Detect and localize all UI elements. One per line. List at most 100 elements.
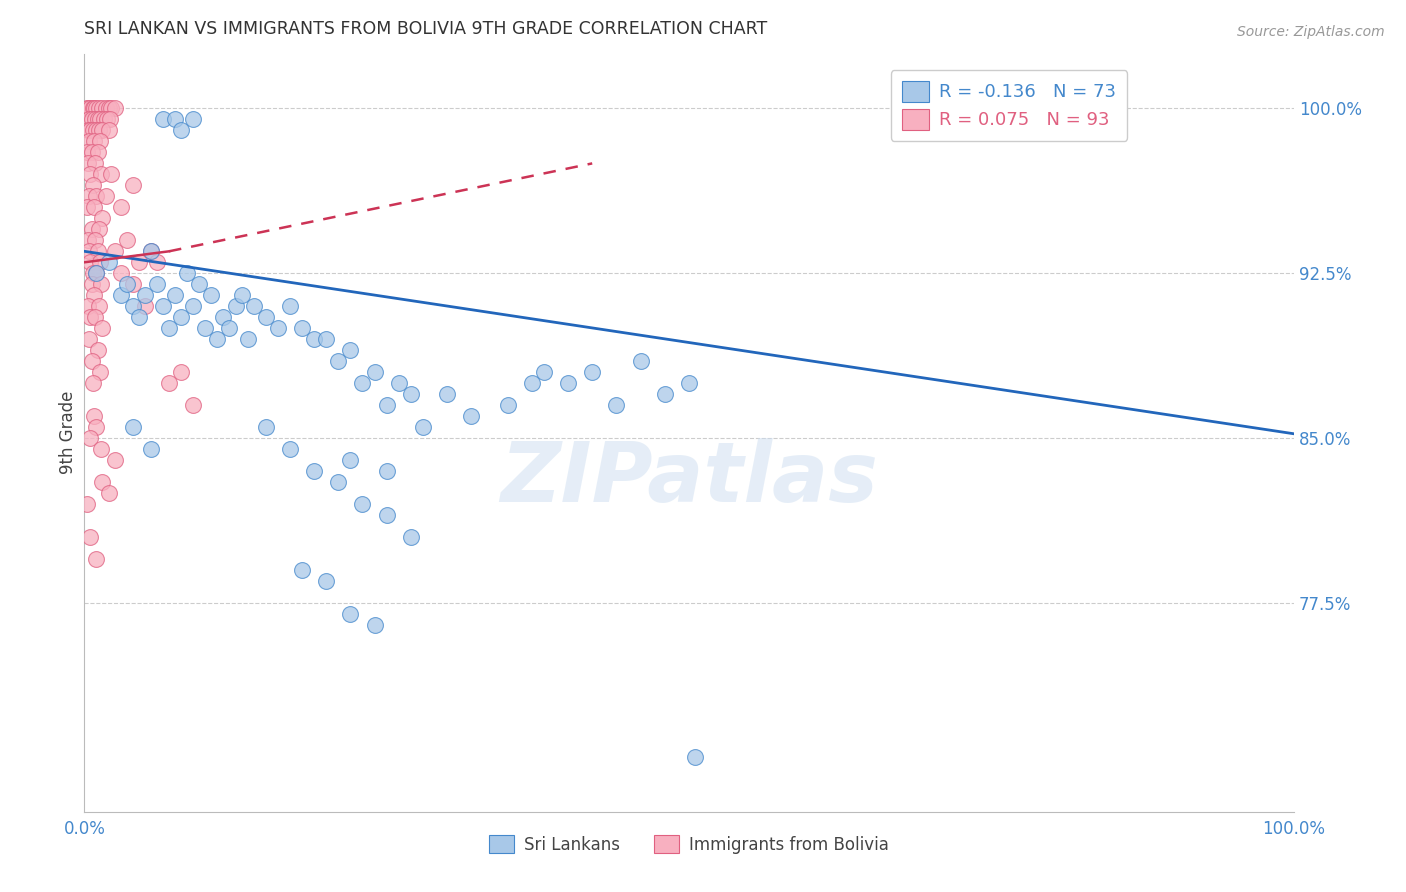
Point bbox=[352, 497, 374, 511]
Point bbox=[339, 607, 361, 621]
Text: ZIPatlas: ZIPatlas bbox=[501, 438, 877, 518]
Point bbox=[207, 332, 229, 346]
Point bbox=[121, 299, 143, 313]
Point bbox=[218, 321, 240, 335]
Point bbox=[86, 189, 108, 203]
Point bbox=[86, 123, 108, 137]
Point bbox=[80, 145, 103, 160]
Point bbox=[152, 299, 174, 313]
Point bbox=[79, 530, 101, 544]
Point bbox=[121, 178, 143, 193]
Point bbox=[291, 563, 314, 577]
Y-axis label: 9th Grade: 9th Grade bbox=[59, 391, 77, 475]
Point bbox=[77, 112, 100, 127]
Point bbox=[89, 365, 111, 379]
Point bbox=[134, 288, 156, 302]
Point bbox=[86, 343, 108, 358]
Point bbox=[97, 102, 120, 116]
Point bbox=[170, 310, 193, 325]
Point bbox=[165, 112, 187, 127]
Point bbox=[412, 420, 434, 434]
Point bbox=[87, 299, 110, 313]
Point bbox=[225, 299, 247, 313]
Point bbox=[80, 277, 103, 292]
Point bbox=[90, 277, 112, 292]
Point bbox=[90, 168, 112, 182]
Text: Source: ZipAtlas.com: Source: ZipAtlas.com bbox=[1237, 25, 1385, 39]
Point bbox=[76, 497, 98, 511]
Point bbox=[146, 255, 169, 269]
Point bbox=[79, 123, 101, 137]
Point bbox=[97, 123, 120, 137]
Point bbox=[181, 398, 204, 412]
Point bbox=[86, 102, 108, 116]
Point bbox=[79, 310, 101, 325]
Point bbox=[83, 288, 105, 302]
Point bbox=[79, 168, 101, 182]
Point bbox=[100, 168, 122, 182]
Point bbox=[79, 255, 101, 269]
Point bbox=[83, 409, 105, 424]
Point bbox=[328, 475, 350, 489]
Point bbox=[165, 288, 187, 302]
Point bbox=[89, 255, 111, 269]
Point bbox=[605, 398, 627, 412]
Point bbox=[84, 233, 107, 247]
Point bbox=[436, 387, 458, 401]
Point bbox=[278, 442, 301, 456]
Point bbox=[87, 222, 110, 236]
Point bbox=[128, 255, 150, 269]
Point bbox=[520, 376, 543, 391]
Point bbox=[157, 376, 180, 391]
Point bbox=[139, 244, 162, 259]
Point bbox=[115, 277, 138, 292]
Point bbox=[83, 102, 105, 116]
Point bbox=[678, 376, 700, 391]
Point bbox=[86, 112, 108, 127]
Point bbox=[134, 299, 156, 313]
Point bbox=[399, 387, 422, 401]
Text: SRI LANKAN VS IMMIGRANTS FROM BOLIVIA 9TH GRADE CORRELATION CHART: SRI LANKAN VS IMMIGRANTS FROM BOLIVIA 9T… bbox=[84, 21, 768, 38]
Point bbox=[82, 266, 104, 280]
Point bbox=[84, 112, 107, 127]
Point bbox=[278, 299, 301, 313]
Point bbox=[231, 288, 253, 302]
Point bbox=[352, 376, 374, 391]
Point bbox=[77, 123, 100, 137]
Point bbox=[181, 299, 204, 313]
Point bbox=[89, 112, 111, 127]
Point bbox=[194, 321, 217, 335]
Point bbox=[339, 453, 361, 467]
Point bbox=[76, 145, 98, 160]
Point bbox=[121, 420, 143, 434]
Point bbox=[98, 112, 121, 127]
Point bbox=[80, 354, 103, 368]
Point bbox=[254, 310, 277, 325]
Point bbox=[94, 102, 117, 116]
Point bbox=[80, 222, 103, 236]
Point bbox=[128, 310, 150, 325]
Point bbox=[533, 365, 555, 379]
Point bbox=[139, 244, 162, 259]
Point bbox=[630, 354, 652, 368]
Point bbox=[83, 135, 105, 149]
Point bbox=[110, 266, 132, 280]
Point bbox=[100, 102, 122, 116]
Point bbox=[91, 211, 114, 226]
Point bbox=[86, 266, 108, 280]
Point bbox=[242, 299, 264, 313]
Point bbox=[104, 102, 127, 116]
Point bbox=[82, 178, 104, 193]
Point bbox=[97, 255, 120, 269]
Point bbox=[110, 288, 132, 302]
Point bbox=[76, 102, 98, 116]
Point bbox=[91, 321, 114, 335]
Point bbox=[170, 365, 193, 379]
Point bbox=[87, 123, 110, 137]
Point bbox=[93, 112, 115, 127]
Point bbox=[82, 123, 104, 137]
Point bbox=[146, 277, 169, 292]
Point bbox=[200, 288, 222, 302]
Point bbox=[328, 354, 350, 368]
Point bbox=[212, 310, 235, 325]
